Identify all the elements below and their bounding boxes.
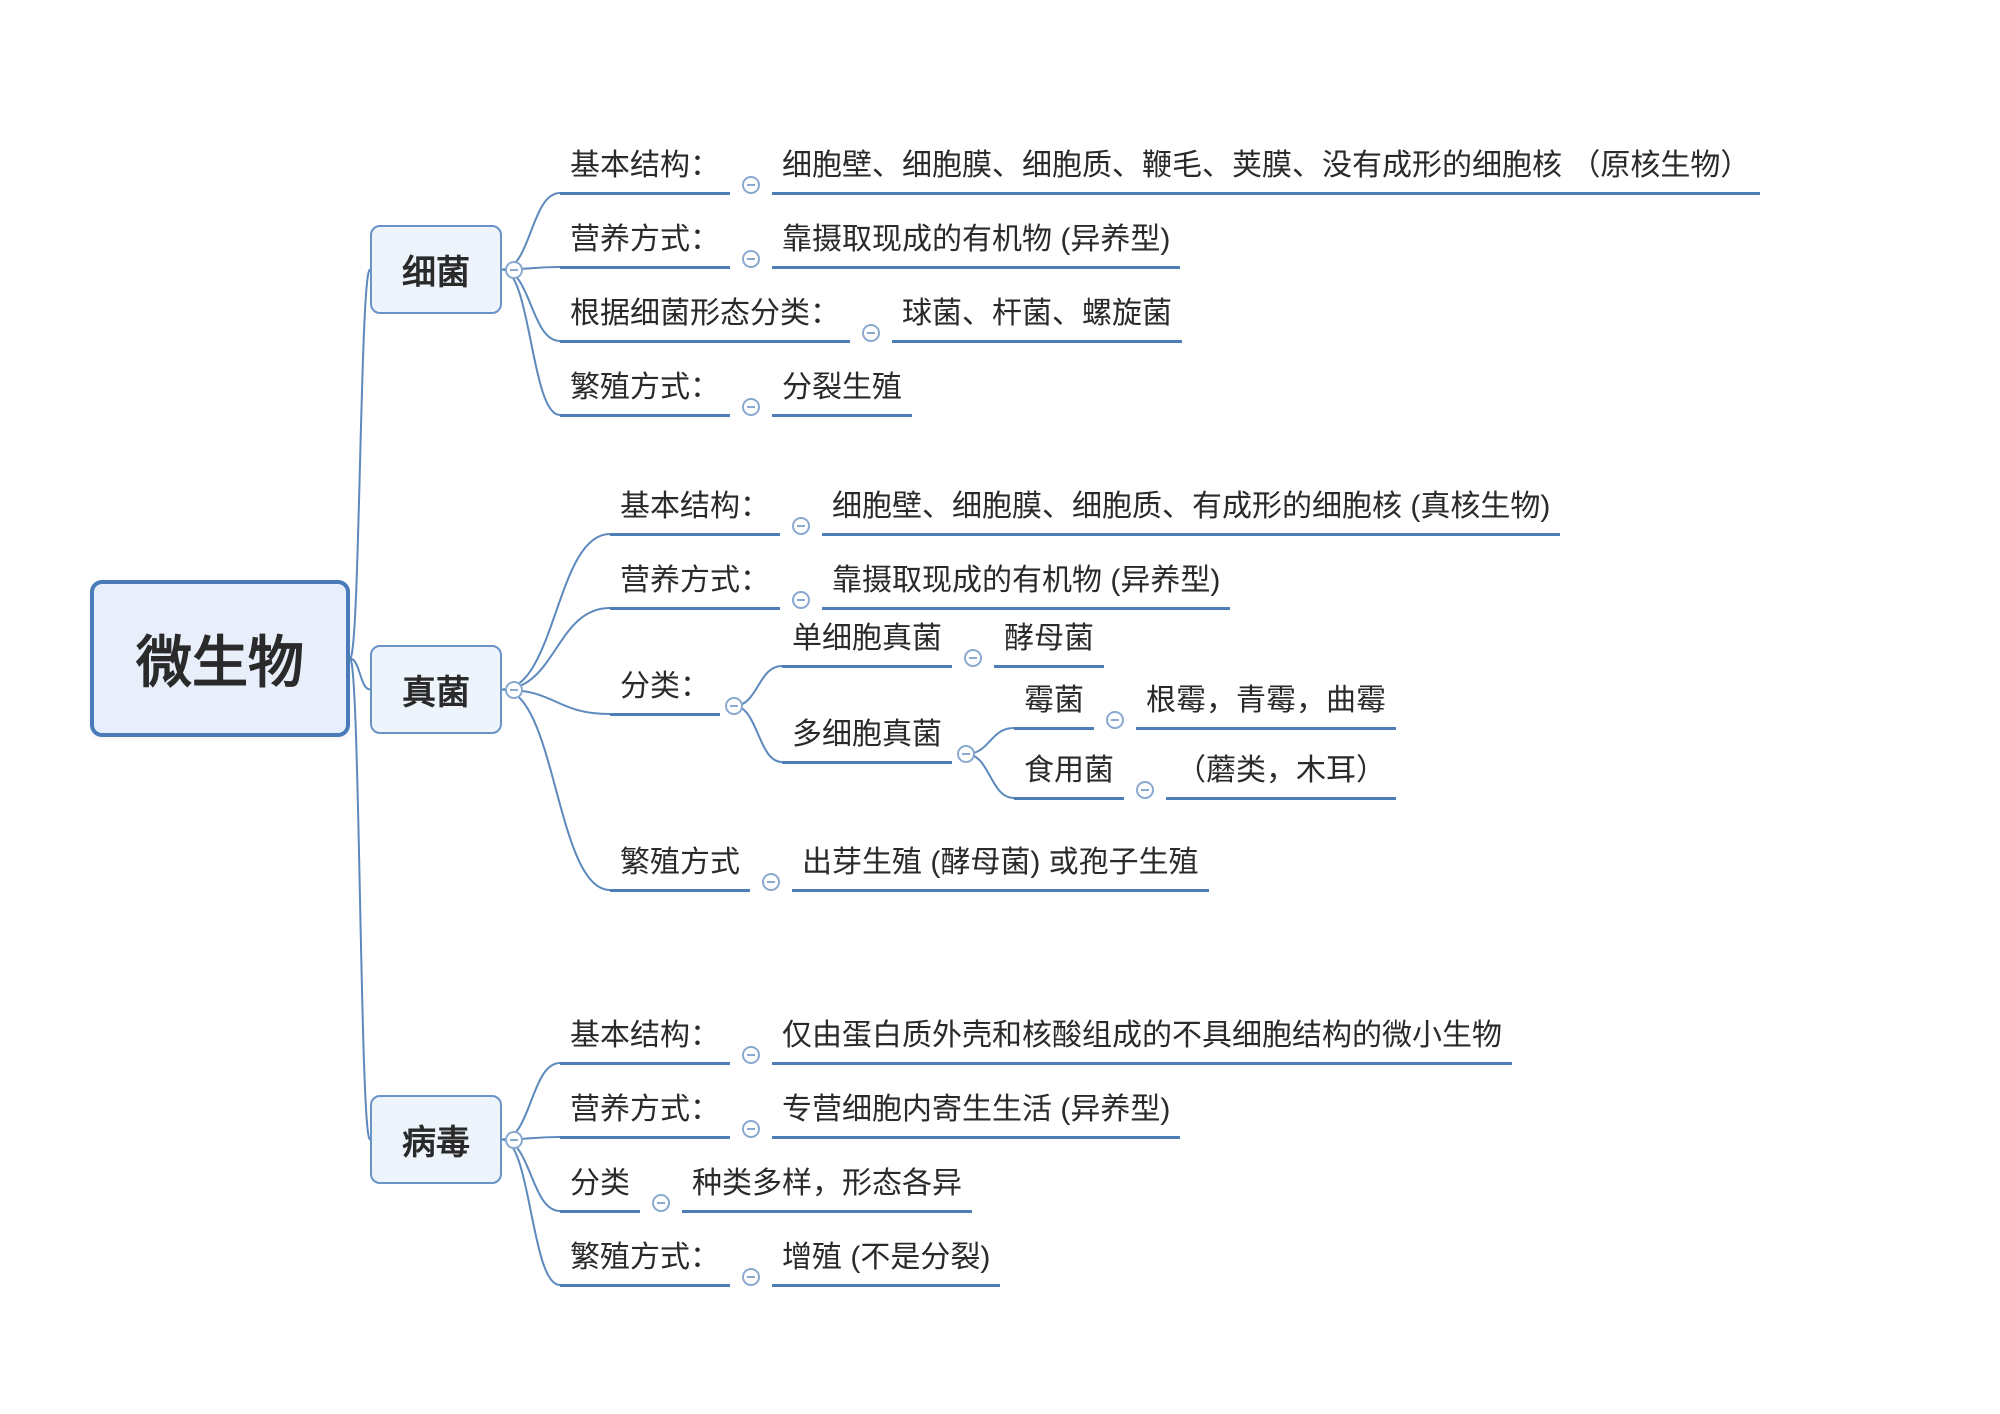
collapse-icon[interactable] (1136, 781, 1154, 799)
virus-class-value: 种类多样，形态各异 (682, 1152, 972, 1213)
fungi-nutri-label: 营养方式： (610, 549, 780, 610)
collapse-icon[interactable] (725, 697, 743, 715)
collapse-icon[interactable] (652, 1194, 670, 1212)
branch-bacteria[interactable]: 细菌 (370, 225, 502, 314)
collapse-icon[interactable] (505, 1131, 523, 1149)
branch-virus-label: 病毒 (402, 1124, 470, 1162)
collapse-icon[interactable] (1106, 711, 1124, 729)
branch-bacteria-label: 细菌 (402, 254, 470, 292)
root-node[interactable]: 微生物 (90, 580, 350, 737)
virus-basic-value: 仅由蛋白质外壳和核酸组成的不具细胞结构的微小生物 (772, 1004, 1512, 1065)
collapse-icon[interactable] (505, 261, 523, 279)
collapse-icon[interactable] (792, 517, 810, 535)
collapse-icon[interactable] (505, 681, 523, 699)
collapse-icon[interactable] (957, 745, 975, 763)
fungi-repro-label: 繁殖方式 (610, 831, 750, 892)
bacteria-basic-label: 基本结构： (560, 134, 730, 195)
bacteria-class-label: 根据细菌形态分类： (560, 282, 850, 343)
fungi-class-label: 分类： (610, 655, 720, 716)
root-label: 微生物 (136, 631, 304, 694)
bacteria-nutri-value: 靠摄取现成的有机物 (异养型) (772, 208, 1180, 269)
virus-class-label: 分类 (560, 1152, 640, 1213)
fungi-mold-label: 霉菌 (1014, 669, 1094, 730)
collapse-icon[interactable] (742, 1046, 760, 1064)
bacteria-repro-value: 分裂生殖 (772, 356, 912, 417)
virus-nutri-label: 营养方式： (560, 1078, 730, 1139)
fungi-single-value: 酵母菌 (994, 607, 1104, 668)
fungi-edible-label: 食用菌 (1014, 739, 1124, 800)
collapse-icon[interactable] (862, 324, 880, 342)
bacteria-nutri-label: 营养方式： (560, 208, 730, 269)
branch-virus[interactable]: 病毒 (370, 1095, 502, 1184)
bacteria-basic-value: 细胞壁、细胞膜、细胞质、鞭毛、荚膜、没有成形的细胞核 （原核生物） (772, 134, 1760, 195)
fungi-edible-value: （蘑类，木耳） (1166, 739, 1396, 800)
virus-basic-label: 基本结构： (560, 1004, 730, 1065)
fungi-repro-value: 出芽生殖 (酵母菌) 或孢子生殖 (792, 831, 1209, 892)
collapse-icon[interactable] (964, 649, 982, 667)
collapse-icon[interactable] (762, 873, 780, 891)
fungi-single-label: 单细胞真菌 (782, 607, 952, 668)
virus-repro-label: 繁殖方式： (560, 1226, 730, 1287)
virus-repro-value: 增殖 (不是分裂) (772, 1226, 1000, 1287)
collapse-icon[interactable] (742, 1120, 760, 1138)
branch-fungi[interactable]: 真菌 (370, 645, 502, 734)
fungi-mold-value: 根霉，青霉，曲霉 (1136, 669, 1396, 730)
fungi-multi-label: 多细胞真菌 (782, 703, 952, 764)
mindmap-canvas: 微生物 细菌 真菌 病毒 基本结构： 细胞壁、细胞膜、细胞质、鞭毛、荚膜、没有成… (0, 0, 2000, 1414)
collapse-icon[interactable] (742, 398, 760, 416)
bacteria-class-value: 球菌、杆菌、螺旋菌 (892, 282, 1182, 343)
fungi-basic-value: 细胞壁、细胞膜、细胞质、有成形的细胞核 (真核生物) (822, 475, 1560, 536)
collapse-icon[interactable] (742, 1268, 760, 1286)
collapse-icon[interactable] (792, 591, 810, 609)
branch-fungi-label: 真菌 (402, 674, 470, 712)
virus-nutri-value: 专营细胞内寄生生活 (异养型) (772, 1078, 1180, 1139)
fungi-nutri-value: 靠摄取现成的有机物 (异养型) (822, 549, 1230, 610)
collapse-icon[interactable] (742, 250, 760, 268)
collapse-icon[interactable] (742, 176, 760, 194)
fungi-basic-label: 基本结构： (610, 475, 780, 536)
bacteria-repro-label: 繁殖方式： (560, 356, 730, 417)
